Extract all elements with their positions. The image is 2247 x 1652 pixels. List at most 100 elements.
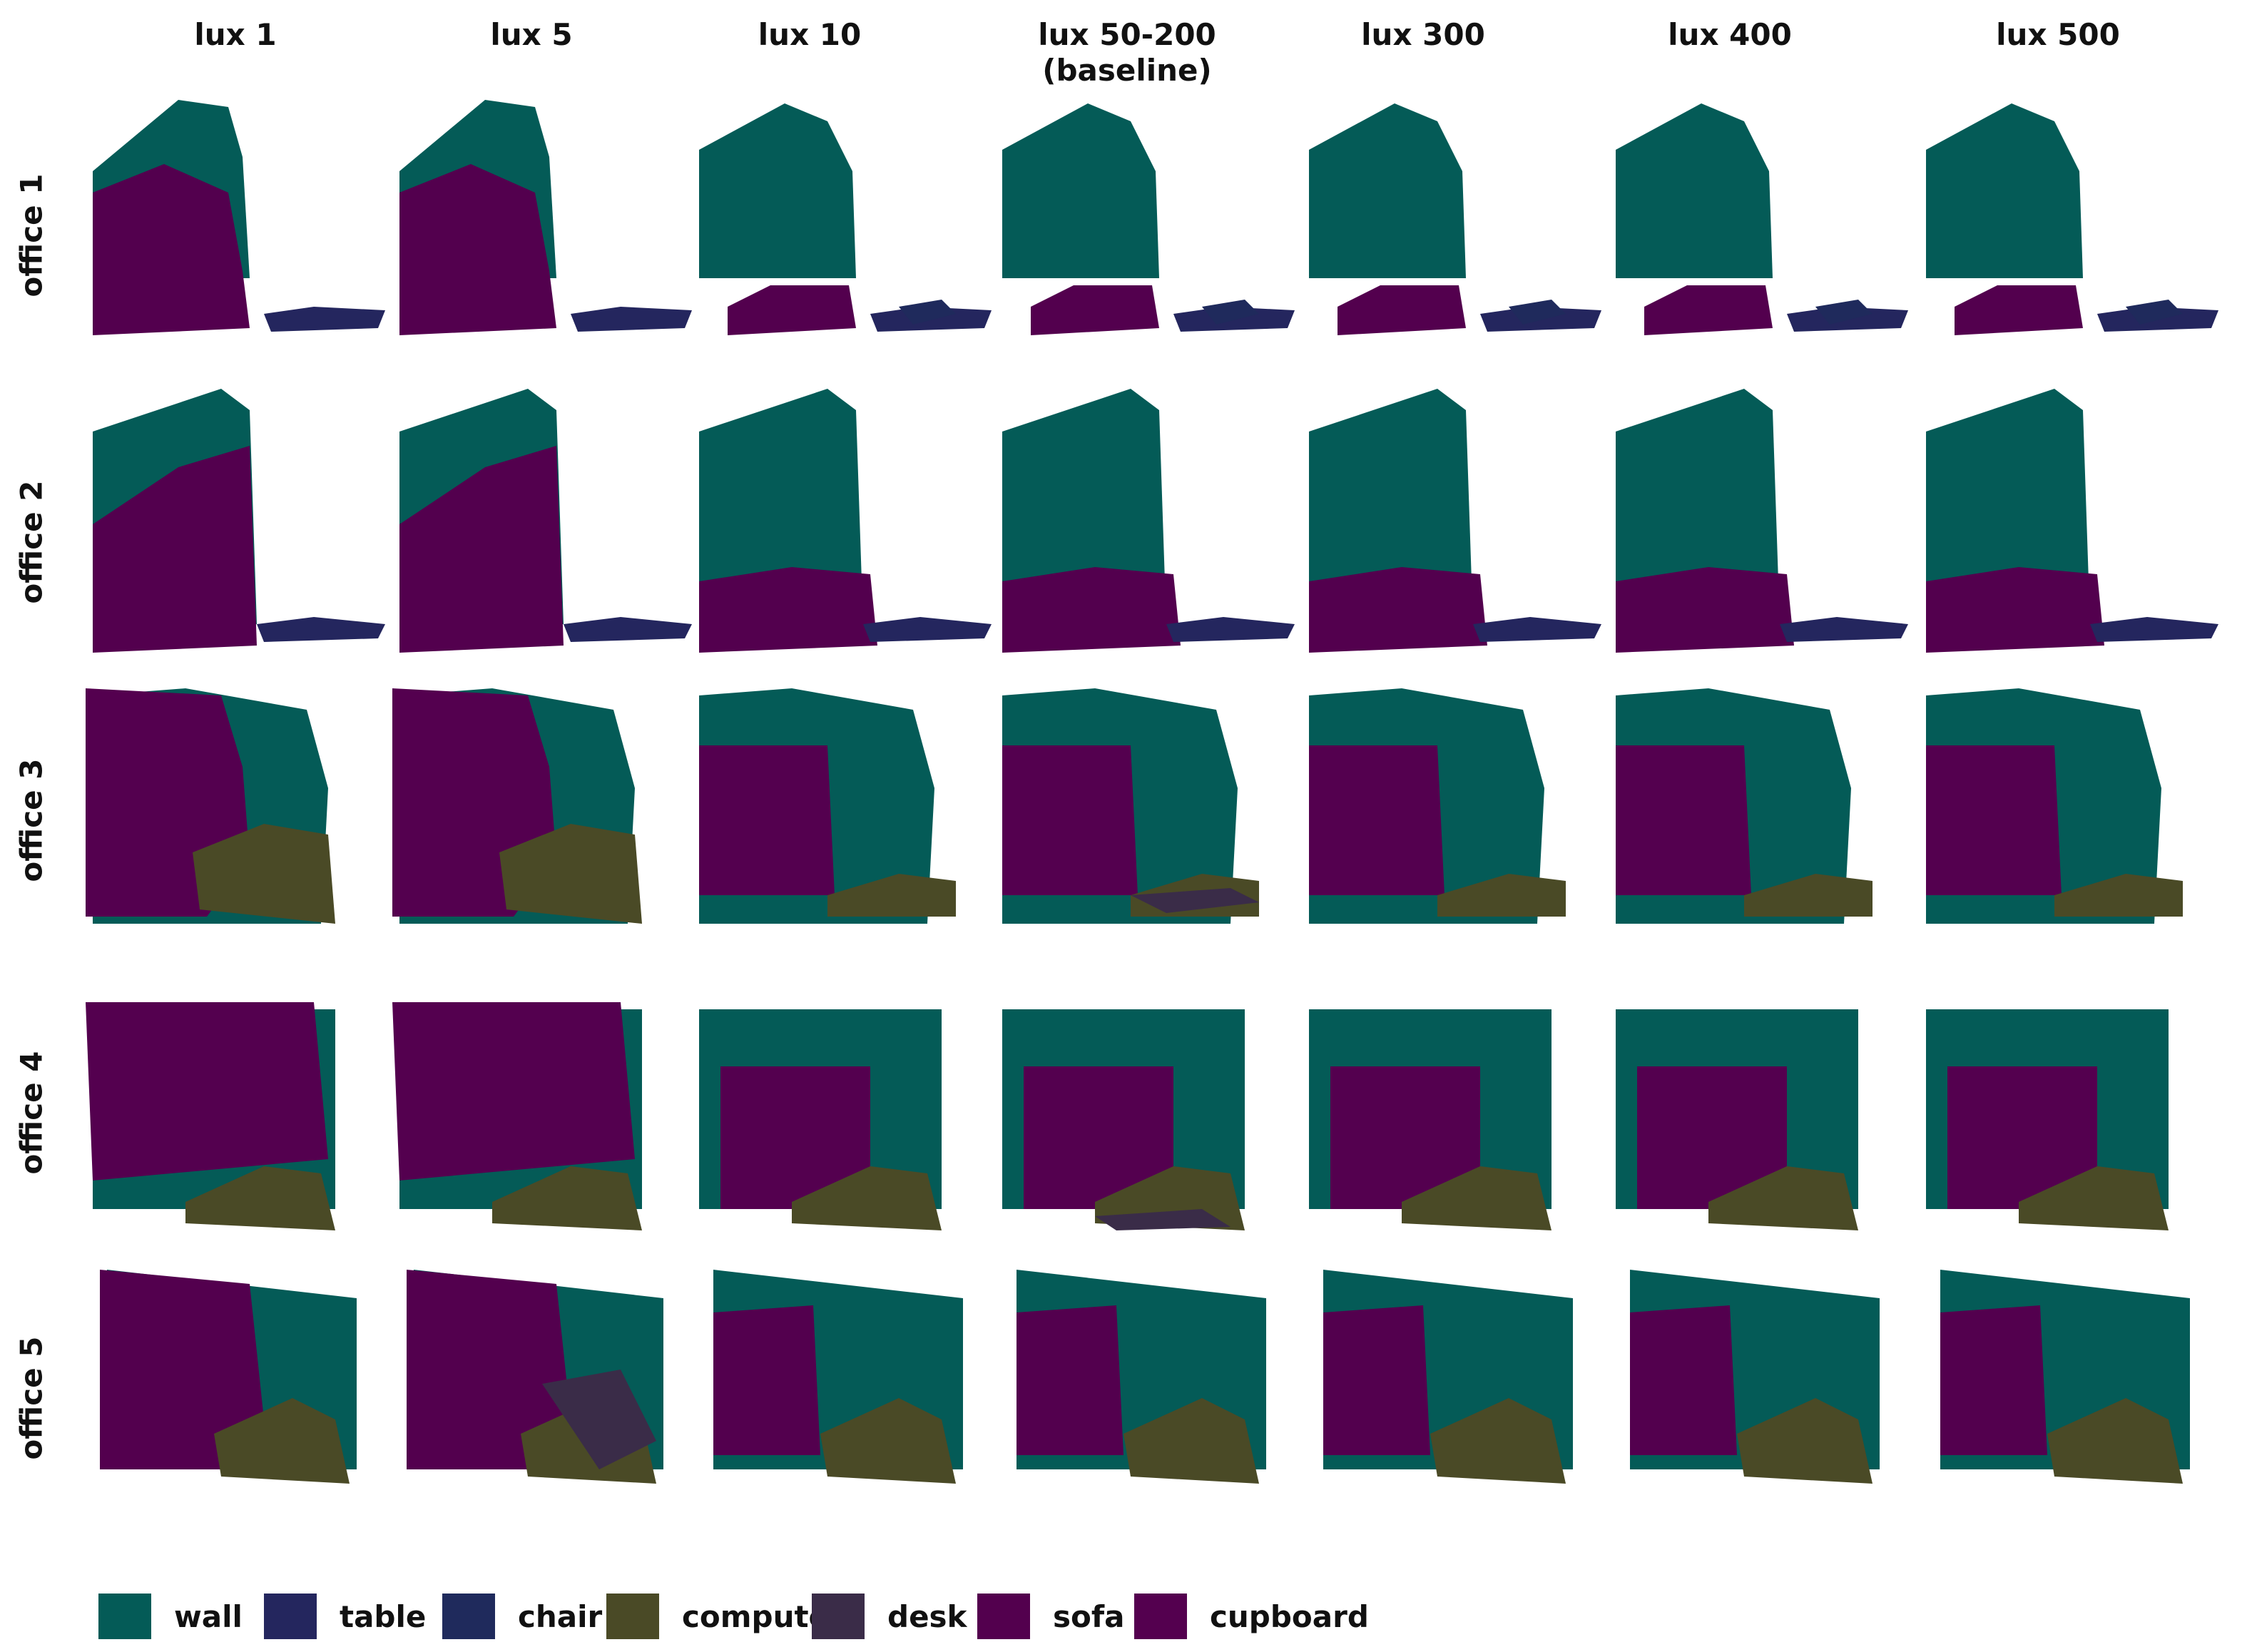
point-cloud-office-4-col-6 [1601,995,1908,1280]
wall-region [1926,103,2083,278]
legend-swatch-cupboard [1134,1594,1187,1639]
sofa-region [399,446,564,653]
cupboard-region [86,1002,328,1181]
sofa-region [1323,1305,1430,1455]
legend-swatch-sofa [977,1594,1030,1639]
table-region [863,617,992,642]
cupboard-region [392,1002,635,1181]
wall-region [1309,103,1466,278]
segmented-point-cloud [1309,688,1566,924]
cupboard-region [1637,1066,1787,1209]
computer-region [1744,874,1872,917]
point-cloud-office-1-col-7 [1912,93,2218,378]
segmented-point-cloud [1926,688,2183,924]
point-cloud-office-3-col-6 [1601,681,1908,967]
table-region [1166,617,1295,642]
legend-swatch-chair [442,1594,495,1639]
point-cloud-office-2-col-1 [78,389,385,674]
sofa-region [1926,567,2104,653]
wall-region [1616,103,1773,278]
point-cloud-office-2-col-6 [1601,389,1908,674]
computer-region [820,1398,956,1484]
sofa-region [699,567,877,653]
segmented-point-cloud [1630,1270,1880,1484]
point-cloud-office-4-col-4 [988,995,1295,1280]
legend-label-table: table [340,1599,427,1634]
chair-region [899,300,956,325]
sofa-region [728,285,856,335]
sofa-region [1338,285,1466,335]
point-cloud-office-5-col-4 [988,1255,1295,1541]
computer-region [185,1166,335,1230]
sofa-region [1031,285,1159,335]
legend-swatch-table [264,1594,317,1639]
point-cloud-office-1-col-2 [385,93,692,378]
column-header-lux-400: lux 400 [1668,17,1792,52]
point-cloud-office-1-col-4 [988,93,1295,378]
column-header-lux-500: lux 500 [1996,17,2120,52]
column-header-baseline: lux 50-200 (baseline) [1038,17,1216,88]
cupboard-region [1024,1066,1173,1209]
desk-region [1095,1209,1230,1230]
segmented-point-cloud [399,389,692,653]
point-cloud-office-5-col-7 [1912,1255,2218,1541]
segmented-point-cloud [699,389,992,653]
point-cloud-office-1-col-1 [78,93,385,378]
segmented-point-cloud [1002,103,1295,335]
point-cloud-office-4-col-1 [78,995,385,1280]
table-region [571,307,692,332]
point-cloud-office-2-col-3 [685,389,992,674]
cupboard-region [1947,1066,2097,1209]
table-region [1473,617,1601,642]
point-cloud-office-5-col-5 [1295,1255,1601,1541]
column-header-lux-5: lux 5 [490,17,573,52]
segmented-point-cloud [86,688,335,924]
point-cloud-office-5-col-6 [1601,1255,1908,1541]
computer-region [2054,874,2183,917]
sofa-region [1309,567,1487,653]
column-header-lux-10: lux 10 [758,17,862,52]
table-region [564,617,692,642]
column-header-lux-300: lux 300 [1361,17,1485,52]
segmented-point-cloud [100,1270,357,1484]
sofa-region [93,446,257,653]
segmented-point-cloud [392,688,642,924]
computer-region [1708,1166,1858,1230]
point-cloud-office-1-col-5 [1295,93,1601,378]
table-region [2090,617,2218,642]
point-cloud-office-5-col-2 [385,1255,692,1541]
sofa-region [1940,1305,2047,1455]
segmented-point-cloud [1309,1009,1552,1230]
sofa-region [1955,285,2083,335]
segmented-point-cloud [1616,103,1908,335]
segmented-point-cloud [699,688,956,924]
point-cloud-office-4-col-2 [385,995,692,1280]
segmented-point-cloud [699,103,992,335]
segmented-point-cloud [392,1002,642,1230]
point-cloud-office-2-col-4 [988,389,1295,674]
point-cloud-office-2-col-2 [385,389,692,674]
chair-region [1815,300,1872,325]
segmented-point-cloud [1017,1270,1266,1484]
segmented-point-cloud [1323,1270,1573,1484]
point-cloud-office-2-col-7 [1912,389,2218,674]
computer-region [827,874,956,917]
legend-label-sofa: sofa [1053,1599,1125,1634]
sofa-region [1616,567,1794,653]
point-cloud-office-4-col-5 [1295,995,1601,1280]
computer-region [499,824,642,924]
cupboard-region [1002,745,1138,895]
wall-region [699,103,856,278]
computer-region [214,1398,350,1484]
cupboard-region [1330,1066,1480,1209]
legend-swatch-computer [606,1594,659,1639]
column-header-lux-1: lux 1 [194,17,277,52]
point-cloud-office-3-col-5 [1295,681,1601,967]
segmented-point-cloud [93,100,385,335]
point-cloud-office-3-col-3 [685,681,992,967]
computer-region [2019,1166,2169,1230]
computer-region [1124,1398,1259,1484]
sofa-region [1017,1305,1124,1455]
legend-label-cupboard: cupboard [1210,1599,1369,1634]
